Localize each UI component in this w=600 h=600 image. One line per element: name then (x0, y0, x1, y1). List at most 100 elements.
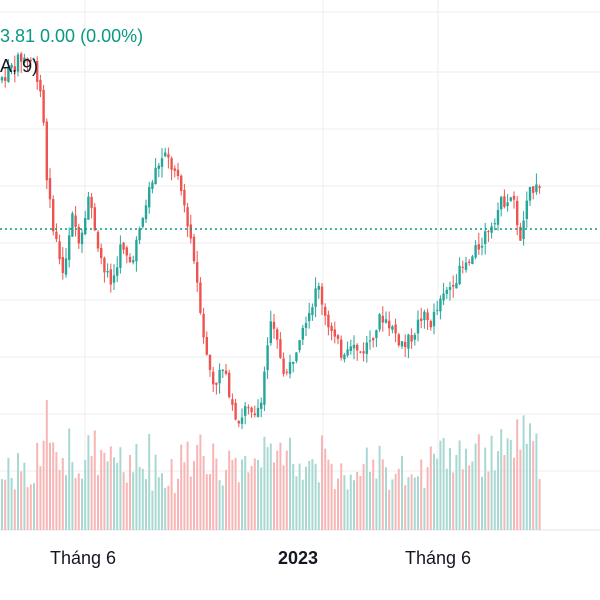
candle-body (192, 236, 196, 262)
volume-bar (301, 479, 304, 530)
volume-bar (234, 457, 237, 530)
volume-bar (55, 452, 58, 530)
volume-bar (253, 458, 256, 530)
candle-body (176, 169, 180, 176)
volume-bar (346, 489, 349, 530)
candle-body (253, 413, 256, 416)
volume-bar (273, 462, 275, 530)
candle-body (4, 77, 7, 81)
volume-bar (215, 458, 218, 530)
candle-body (128, 256, 132, 263)
candle-body (125, 247, 128, 256)
volume-bar (1, 479, 3, 530)
candle-body (122, 242, 125, 250)
candle-body (42, 89, 45, 123)
candle-body (298, 340, 301, 351)
candle-body (285, 371, 288, 373)
volume-bar (225, 469, 227, 530)
candle-body (7, 66, 10, 82)
volume-bar (237, 482, 240, 530)
volume-bar (129, 454, 131, 530)
volume-bar (193, 461, 195, 530)
volume-bar (161, 473, 163, 530)
candle-body (368, 340, 372, 342)
candle-body (61, 256, 64, 273)
candle-body (528, 186, 532, 201)
candle-body (394, 324, 397, 334)
volume-bar (442, 438, 445, 530)
volume-bar (340, 463, 343, 530)
candle-body (157, 165, 160, 169)
ma-legend: A, 9) (0, 56, 39, 76)
candle-body (32, 59, 36, 61)
candle-body (509, 197, 512, 201)
volume-bar (359, 475, 362, 530)
candle-body (535, 184, 538, 193)
volume-bar (77, 473, 80, 530)
candle-body (496, 209, 500, 225)
candle-body (167, 154, 170, 158)
candle-body (516, 200, 519, 226)
candle-body (64, 258, 68, 275)
volume-bar (503, 455, 506, 530)
volume-bar (180, 444, 183, 530)
volume-bar (289, 437, 291, 530)
candle-body (10, 64, 13, 68)
volume-bar (397, 468, 400, 530)
candle-body (71, 213, 74, 237)
candle-body (327, 314, 330, 328)
volume-bar (228, 450, 231, 530)
candle-body (384, 319, 388, 323)
volume-bar (353, 480, 355, 530)
volume-bar (458, 440, 461, 530)
volume-bar (404, 485, 407, 530)
volume-bar (330, 463, 333, 530)
volume-bar (375, 478, 378, 530)
candle-body (420, 318, 423, 321)
volume-bar (372, 459, 375, 530)
volume-bar (170, 459, 173, 530)
candle-body (452, 284, 455, 287)
candle-body (84, 217, 87, 235)
candle-body (292, 361, 295, 364)
volume-bar (209, 474, 211, 530)
candle-body (391, 326, 394, 330)
candle-body (29, 59, 32, 61)
volume-bar (455, 454, 458, 530)
volume-bar (410, 474, 413, 530)
candle-body (362, 351, 365, 354)
candle-body (148, 187, 151, 208)
candle-body (512, 195, 516, 200)
candle-body (119, 244, 122, 268)
volume-bar (532, 440, 535, 530)
candle-body (68, 235, 71, 260)
candle-body (231, 399, 234, 405)
candle-body (448, 286, 452, 290)
candle-body (532, 186, 535, 193)
candle-body (164, 152, 167, 157)
volume-bar (141, 468, 144, 530)
volume-bar (465, 448, 467, 530)
volume-bar (247, 472, 250, 530)
volume-bar (199, 434, 202, 530)
volume-bar (138, 467, 141, 530)
volume-bar (500, 429, 503, 530)
volume-bar (477, 434, 480, 530)
candle-body (240, 417, 244, 424)
candle-body (343, 354, 346, 360)
candle-body (23, 57, 26, 63)
volume-bar (132, 472, 135, 530)
volume-bar (106, 461, 109, 530)
candle-body (461, 266, 464, 268)
volume-bar (324, 448, 327, 530)
volume-bar (295, 476, 298, 530)
candle-body (388, 320, 391, 329)
candle-body (397, 334, 400, 346)
volume-bar (49, 442, 51, 530)
volume-bar (241, 459, 243, 530)
volume-bar (212, 443, 215, 530)
volume-bar (52, 442, 55, 530)
candle-body (455, 283, 458, 289)
